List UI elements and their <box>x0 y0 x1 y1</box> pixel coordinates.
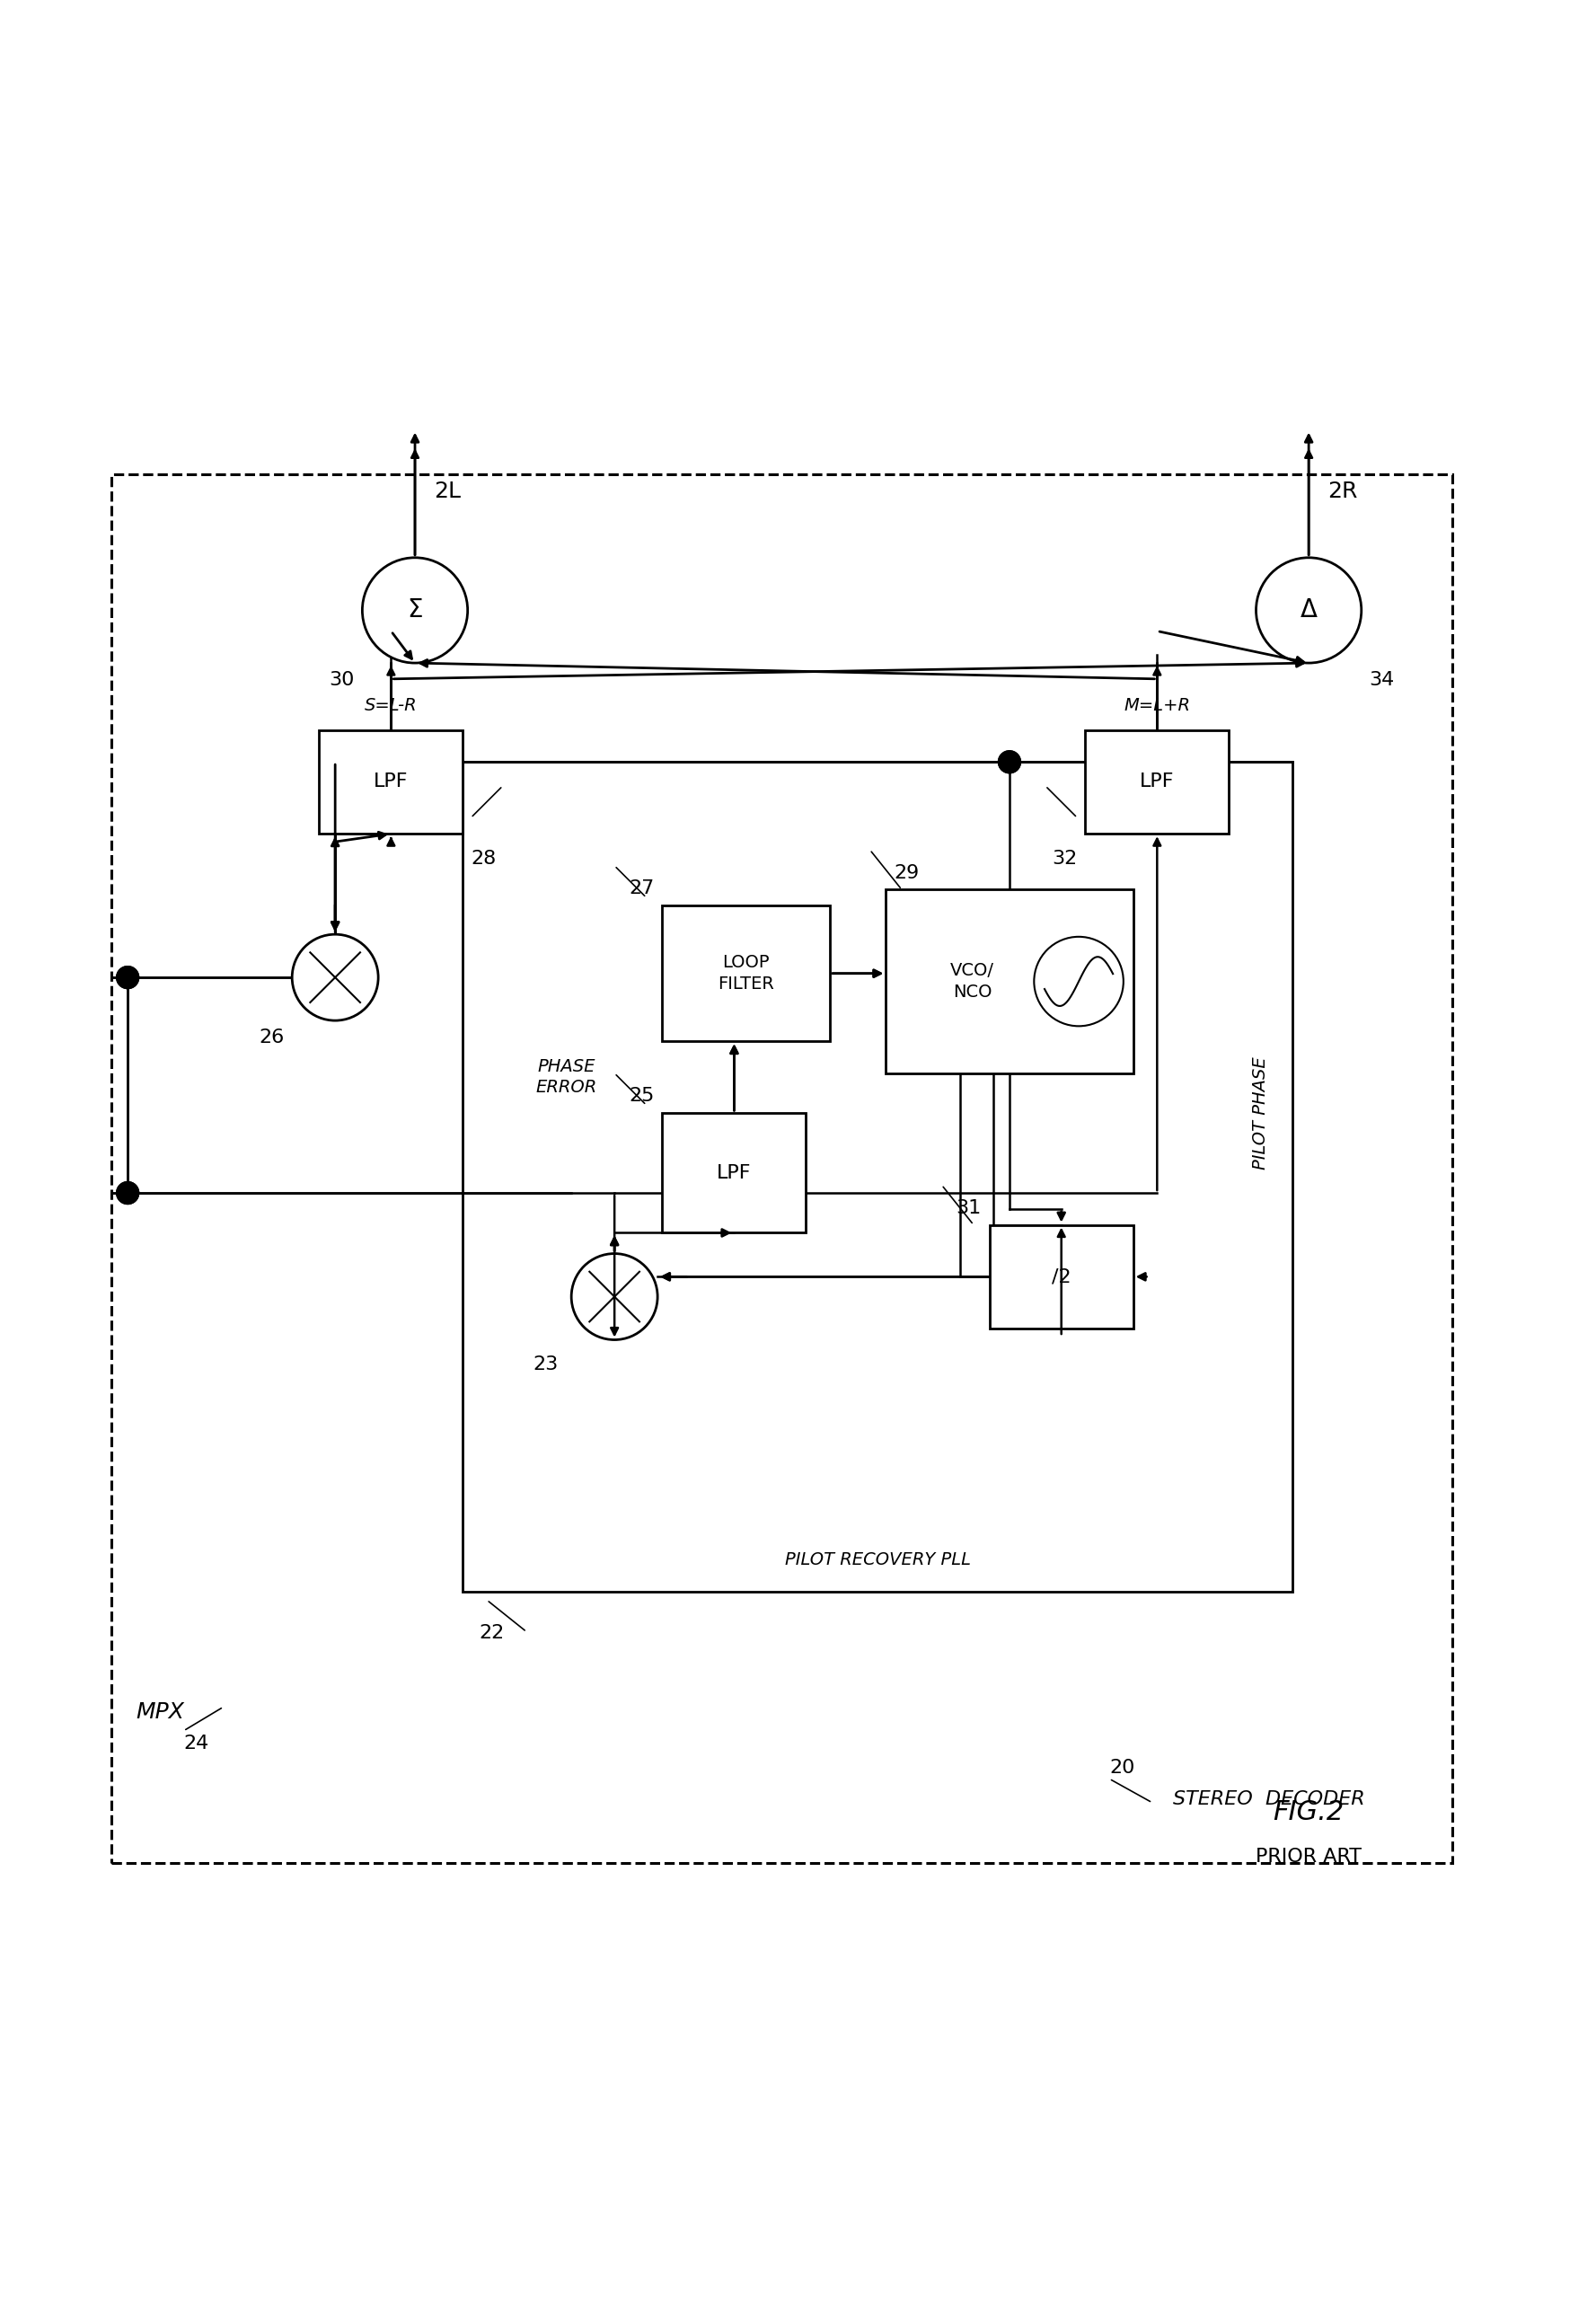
Text: 27: 27 <box>629 880 654 899</box>
Text: PILOT PHASE: PILOT PHASE <box>1253 1057 1269 1170</box>
Text: 32: 32 <box>1052 850 1077 868</box>
FancyBboxPatch shape <box>319 729 463 834</box>
Text: LPF: LPF <box>717 1163 752 1182</box>
Circle shape <box>571 1254 658 1340</box>
Text: M=L+R: M=L+R <box>1124 697 1191 715</box>
Text: S=L-R: S=L-R <box>365 697 417 715</box>
Text: 24: 24 <box>184 1735 209 1753</box>
Circle shape <box>117 1182 139 1205</box>
Text: 30: 30 <box>329 671 354 690</box>
Text: 34: 34 <box>1369 671 1395 690</box>
Text: 22: 22 <box>479 1623 504 1642</box>
Text: MPX: MPX <box>136 1702 184 1723</box>
Text: Σ: Σ <box>407 597 423 622</box>
Text: Δ: Δ <box>1301 597 1317 622</box>
FancyBboxPatch shape <box>990 1224 1133 1328</box>
Circle shape <box>117 966 139 989</box>
Circle shape <box>292 933 378 1022</box>
Text: PRIOR ART: PRIOR ART <box>1256 1848 1361 1865</box>
Text: /2: /2 <box>1052 1268 1071 1286</box>
Text: 28: 28 <box>471 850 496 868</box>
Text: 29: 29 <box>894 864 919 882</box>
Circle shape <box>362 557 468 664</box>
FancyBboxPatch shape <box>1085 729 1229 834</box>
Circle shape <box>1034 936 1124 1026</box>
Text: 25: 25 <box>629 1087 654 1105</box>
Text: 23: 23 <box>533 1356 559 1375</box>
Text: LPF: LPF <box>373 773 409 792</box>
Text: STEREO  DECODER: STEREO DECODER <box>1173 1790 1365 1809</box>
Circle shape <box>117 966 139 989</box>
Circle shape <box>999 750 1021 773</box>
Circle shape <box>999 750 1021 773</box>
Text: VCO/
NCO: VCO/ NCO <box>950 961 994 1001</box>
Text: 26: 26 <box>259 1029 284 1047</box>
FancyBboxPatch shape <box>886 889 1133 1073</box>
Text: LOOP
FILTER: LOOP FILTER <box>718 954 774 991</box>
Text: PILOT RECOVERY PLL: PILOT RECOVERY PLL <box>785 1551 970 1567</box>
Text: 2L: 2L <box>434 481 461 502</box>
Text: PHASE
ERROR: PHASE ERROR <box>536 1059 597 1096</box>
Circle shape <box>1256 557 1361 664</box>
Text: 2R: 2R <box>1328 481 1358 502</box>
Text: LPF: LPF <box>1140 773 1175 792</box>
Text: 31: 31 <box>956 1198 982 1217</box>
FancyBboxPatch shape <box>662 906 830 1040</box>
FancyBboxPatch shape <box>112 474 1452 1862</box>
Text: FIG.2: FIG.2 <box>1274 1800 1344 1825</box>
Circle shape <box>117 1182 139 1205</box>
Text: 20: 20 <box>1109 1758 1135 1776</box>
FancyBboxPatch shape <box>662 1112 806 1233</box>
FancyBboxPatch shape <box>463 762 1293 1593</box>
